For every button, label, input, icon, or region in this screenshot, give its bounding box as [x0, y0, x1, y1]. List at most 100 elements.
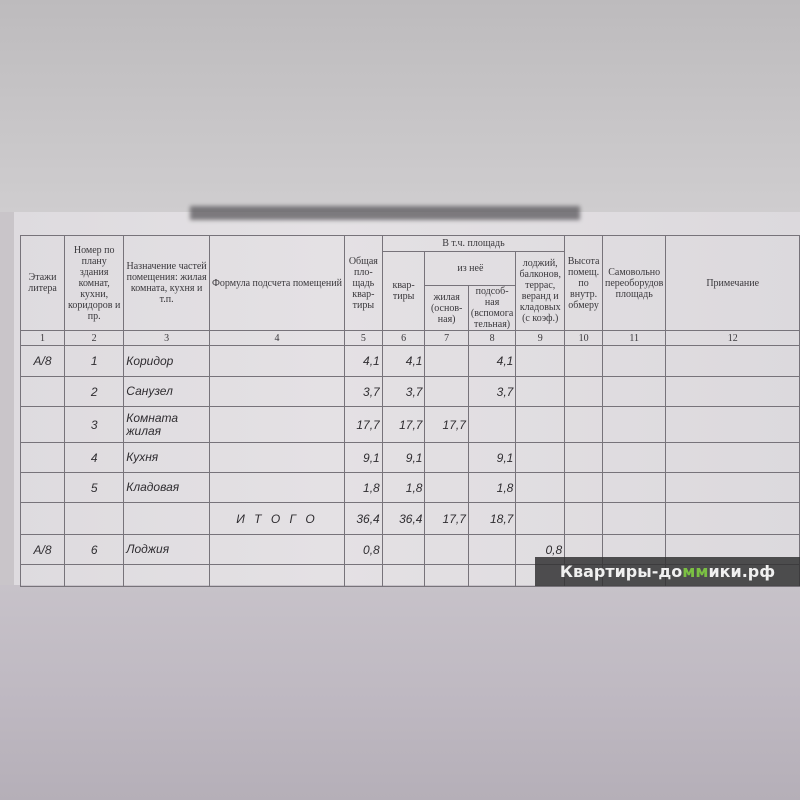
- room-name-cell: Кухня: [123, 442, 210, 473]
- living-area-cell: 17,7: [424, 406, 469, 443]
- header-floor: Этажи литера: [19, 235, 66, 331]
- apartment-area-cell: 1,8: [381, 472, 426, 503]
- floor-cell: [19, 502, 66, 535]
- room-number-cell: [64, 502, 125, 535]
- column-number: 6: [381, 330, 426, 346]
- total-area-cell: 17,7: [344, 406, 383, 443]
- room-number-cell: 1: [64, 345, 125, 377]
- house-icon: мм: [682, 562, 709, 581]
- auxiliary-area-cell: [467, 534, 517, 565]
- column-number: 11: [602, 330, 667, 346]
- column-number-row: 1 2 3 4 5 6 7 8 9 10 11 12: [19, 330, 800, 346]
- header-loggias: лоджий, балконов, террас, веранд и кладо…: [515, 251, 566, 331]
- formula-cell: [208, 406, 346, 443]
- auxiliary-area-cell: 4,1: [467, 345, 517, 377]
- room-name-cell: Кладовая: [123, 472, 210, 503]
- note-cell: [665, 345, 800, 377]
- apartment-area-cell: 36,4: [381, 502, 426, 535]
- header-height: Высота помещ. по внутр. обмеру: [564, 235, 604, 331]
- height-cell: [564, 406, 604, 443]
- formula-cell: [208, 472, 346, 503]
- floor-cell: [19, 406, 66, 443]
- room-number-cell: 6: [64, 534, 125, 565]
- column-number: 9: [515, 330, 566, 346]
- auxiliary-area-cell: 18,7: [467, 502, 517, 535]
- room-number-cell: 2: [64, 376, 125, 407]
- floor-cell: [19, 472, 66, 503]
- column-number: 12: [665, 330, 800, 346]
- unauthorized-cell: [602, 376, 667, 407]
- formula-cell: [208, 534, 346, 565]
- living-area-cell: [424, 534, 469, 565]
- room-name-cell: Комната жилая: [123, 406, 210, 443]
- cropped-title: [190, 206, 580, 220]
- table-row: 4 Кухня 9,1 9,1 9,1: [19, 442, 800, 473]
- loggia-area-cell: [515, 472, 566, 503]
- table-row: 2 Санузел 3,7 3,7 3,7: [19, 376, 800, 407]
- column-number: 3: [123, 330, 210, 346]
- table-row: 3 Комната жилая 17,7 17,7 17,7: [19, 406, 800, 443]
- room-name-cell: Лоджия: [123, 534, 210, 565]
- note-cell: [665, 442, 800, 473]
- floor-cell: А/8: [19, 534, 66, 565]
- loggia-area-cell: [515, 345, 566, 377]
- formula-cell: [208, 376, 346, 407]
- apartment-area-cell: 9,1: [381, 442, 426, 473]
- floor-cell: А/8: [19, 345, 66, 377]
- total-area-cell: 0,8: [344, 534, 383, 565]
- height-cell: [564, 345, 604, 377]
- auxiliary-area-cell: [467, 406, 517, 443]
- floor-cell: [19, 376, 66, 407]
- column-number: 2: [64, 330, 125, 346]
- area-explication-table: Этажи литера Номер по плану здания комна…: [19, 235, 800, 587]
- watermark-text: ики.рф: [708, 562, 776, 581]
- living-area-cell: [424, 442, 469, 473]
- note-cell: [665, 502, 800, 535]
- living-area-cell: [424, 472, 469, 503]
- room-name-cell: Санузел: [123, 376, 210, 407]
- unauthorized-cell: [602, 406, 667, 443]
- column-number: 8: [467, 330, 517, 346]
- header-of-which: из неё: [424, 251, 517, 286]
- total-area-cell: 9,1: [344, 442, 383, 473]
- apartment-area-cell: [381, 534, 426, 565]
- header-plan-number: Номер по плану здания комнат, кухни, кор…: [64, 235, 125, 331]
- formula-cell: [208, 442, 346, 473]
- header-including-area: В т.ч. площадь: [381, 235, 566, 252]
- table-row: А/8 6 Лоджия 0,8 0,8: [19, 534, 800, 565]
- header-auxiliary: подсоб-ная (вспомога тельная): [467, 285, 517, 331]
- unauthorized-cell: [602, 442, 667, 473]
- header-total-area: Общая пло-щадь квар-тиры: [344, 235, 383, 331]
- living-area-cell: [424, 345, 469, 377]
- total-area-cell: 3,7: [344, 376, 383, 407]
- height-cell: [564, 442, 604, 473]
- table-row: 5 Кладовая 1,8 1,8 1,8: [19, 472, 800, 503]
- watermark-text: Квартиры-до: [559, 562, 683, 581]
- auxiliary-area-cell: 3,7: [467, 376, 517, 407]
- auxiliary-area-cell: 9,1: [467, 442, 517, 473]
- floor-cell: [19, 442, 66, 473]
- living-area-cell: 17,7: [424, 502, 469, 535]
- formula-cell: [208, 345, 346, 377]
- unauthorized-cell: [602, 345, 667, 377]
- note-cell: [665, 376, 800, 407]
- header-formula: Формула подсчета помещений: [208, 235, 346, 331]
- room-number-cell: 3: [64, 406, 125, 443]
- room-name-cell: Коридор: [123, 345, 210, 377]
- loggia-area-cell: [515, 406, 566, 443]
- header-apartment: квар-тиры: [381, 251, 426, 331]
- watermark-logo: Квартиры-доммики.рф: [535, 557, 800, 586]
- header-note: Примечание: [665, 235, 800, 331]
- loggia-area-cell: [515, 376, 566, 407]
- height-cell: [564, 502, 604, 535]
- column-number: 5: [344, 330, 383, 346]
- header-unauthorized: Самовольно переоборудов площадь: [602, 235, 667, 331]
- blurred-background-bottom: [0, 585, 800, 800]
- room-number-cell: 4: [64, 442, 125, 473]
- blurred-background-top: [0, 0, 800, 212]
- living-area-cell: [424, 376, 469, 407]
- formula-cell: И Т О Г О: [208, 502, 346, 535]
- note-cell: [665, 406, 800, 443]
- total-area-cell: 1,8: [344, 472, 383, 503]
- column-number: 1: [19, 330, 66, 346]
